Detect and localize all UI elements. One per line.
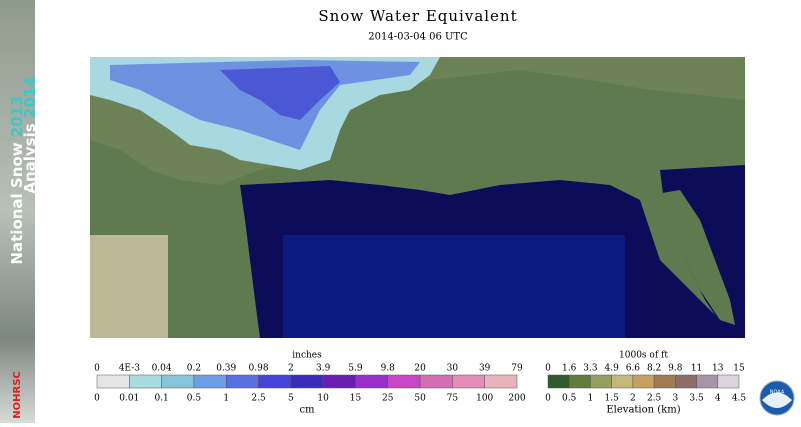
legend-label-top: 0 [545,364,551,374]
svg-text:Analysis 2014: Analysis 2014 [21,76,39,193]
legend-label-bottom: 1 [588,394,594,404]
legend-label-top: 9.8 [381,364,396,374]
legend-label-bottom: 10 [317,394,329,404]
legend-label-bottom: 2 [630,394,636,404]
logo-mark [762,392,792,408]
logo-text: NOAA [770,390,785,396]
legend-swatch [547,374,570,389]
legend-label-top: 6.6 [626,364,641,374]
legend-label-bottom: 4.5 [732,394,747,404]
legend-label-bottom: 4 [715,394,721,404]
legend-label-bottom: 50 [414,394,426,404]
legend-label-bottom: 100 [476,394,493,404]
legend-swatch [387,374,421,389]
legend-label-top: 0.2 [187,364,201,374]
legend-label-bottom: 0.1 [154,394,168,404]
legend-label-bottom: 0.5 [562,394,577,404]
svg-text:National Snow 2013: National Snow 2013 [8,95,26,264]
legend-label-top: 1.6 [562,364,577,374]
legend-title: Elevation (km) [606,405,680,416]
no-data-box [90,235,168,338]
legend-swatch [632,374,655,389]
legend-label-top: 5.9 [348,364,363,374]
sidebar-org: NOHRSC [12,371,23,418]
legend-swatch [355,374,389,389]
legend-label-bottom: 5 [288,394,294,404]
legend-swatch [568,374,591,389]
legend-label-top: 20 [414,364,426,374]
legend-title: cm [299,405,315,416]
legend-label-bottom: 25 [382,394,394,404]
legend-label-top: 9.8 [668,364,683,374]
legend-label-bottom: 3.5 [689,394,704,404]
legend-swatch [717,374,740,389]
legend-swatch [161,374,195,389]
legend-label-bottom: 0.5 [187,394,202,404]
legend-label-bottom: 1.5 [605,394,620,404]
legend-label-bottom: 0 [94,394,100,404]
legend-swatch [484,374,518,389]
legend-label-bottom: 1 [223,394,229,404]
sidebar-line: Analysis [21,123,39,193]
legend-label-bottom: 3 [672,394,678,404]
legend-swatch [322,374,356,389]
ocean-box [283,235,625,338]
legend-label-top: 0.39 [216,364,236,374]
legend-label-bottom: 75 [447,394,459,404]
legend-label-top: 0 [94,364,100,374]
title: Snow Water Equivalent [318,7,517,25]
legend-swatch [225,374,259,389]
sidebar-image [0,0,35,423]
map [90,57,745,338]
legend-label-top: 11 [691,364,702,374]
legend-label-bottom: 2.5 [251,394,266,404]
sidebar-year: 2014 [21,76,39,118]
legend-label-bottom: 0.01 [119,394,139,404]
legend-swatch [452,374,485,389]
snow-heavy [220,66,340,120]
legend-swatch [96,374,130,389]
sidebar-year: 2013 [8,95,26,137]
legend-unit: 1000s of ft [619,351,668,361]
legend-label-top: 4.9 [605,364,620,374]
legend-swatch [590,374,612,389]
legend-swatch [696,374,719,389]
legend-swatch [653,374,676,389]
legend-swatch [193,374,227,389]
legend-swatch [290,374,324,389]
florida [650,190,735,325]
legend-swatch [129,374,162,389]
legend-label-top: 15 [733,364,745,374]
legend-swatch [419,374,453,389]
legend-unit: inches [292,351,322,361]
legend-label-top: 8.2 [647,364,661,374]
legend-label-top: 3.9 [316,364,331,374]
legend-swatch [611,374,634,389]
sidebar-title: National Snow 2013 Analysis 2014 [8,76,39,264]
swe-legend: inches 0 4E-3 0.04 0.2 0.39 0.98 2 3.9 5.9 9.8 20 30… [94,351,526,416]
legend-label-top: 30 [447,364,459,374]
legend-label-top: 3.3 [583,364,598,374]
legend-label-top: 0.98 [249,364,269,374]
legend-label-top: 13 [712,364,724,374]
legend-label-top: 0.04 [152,364,172,374]
snow-medium [110,60,420,150]
legend-label-top: 39 [479,364,491,374]
legend-label-top: 79 [511,364,523,374]
subtitle: 2014-03-04 06 UTC [368,32,468,43]
legend-label-bottom: 2.5 [647,394,662,404]
legend-label-bottom: 15 [350,394,362,404]
legend-label-top: 2 [288,364,294,374]
legend-swatch [258,374,292,389]
elevation-legend: 1000s of ft0 1.6 3.3 4.9 6.6 8.2 9.8 11 13 150 0.5… [545,351,746,416]
sidebar-line: National Snow [8,142,26,264]
legend-label-bottom: 0 [545,394,551,404]
legend-label-top: 4E-3 [119,364,141,374]
legend-label-bottom: 200 [508,394,525,404]
legend-swatch [675,374,697,389]
